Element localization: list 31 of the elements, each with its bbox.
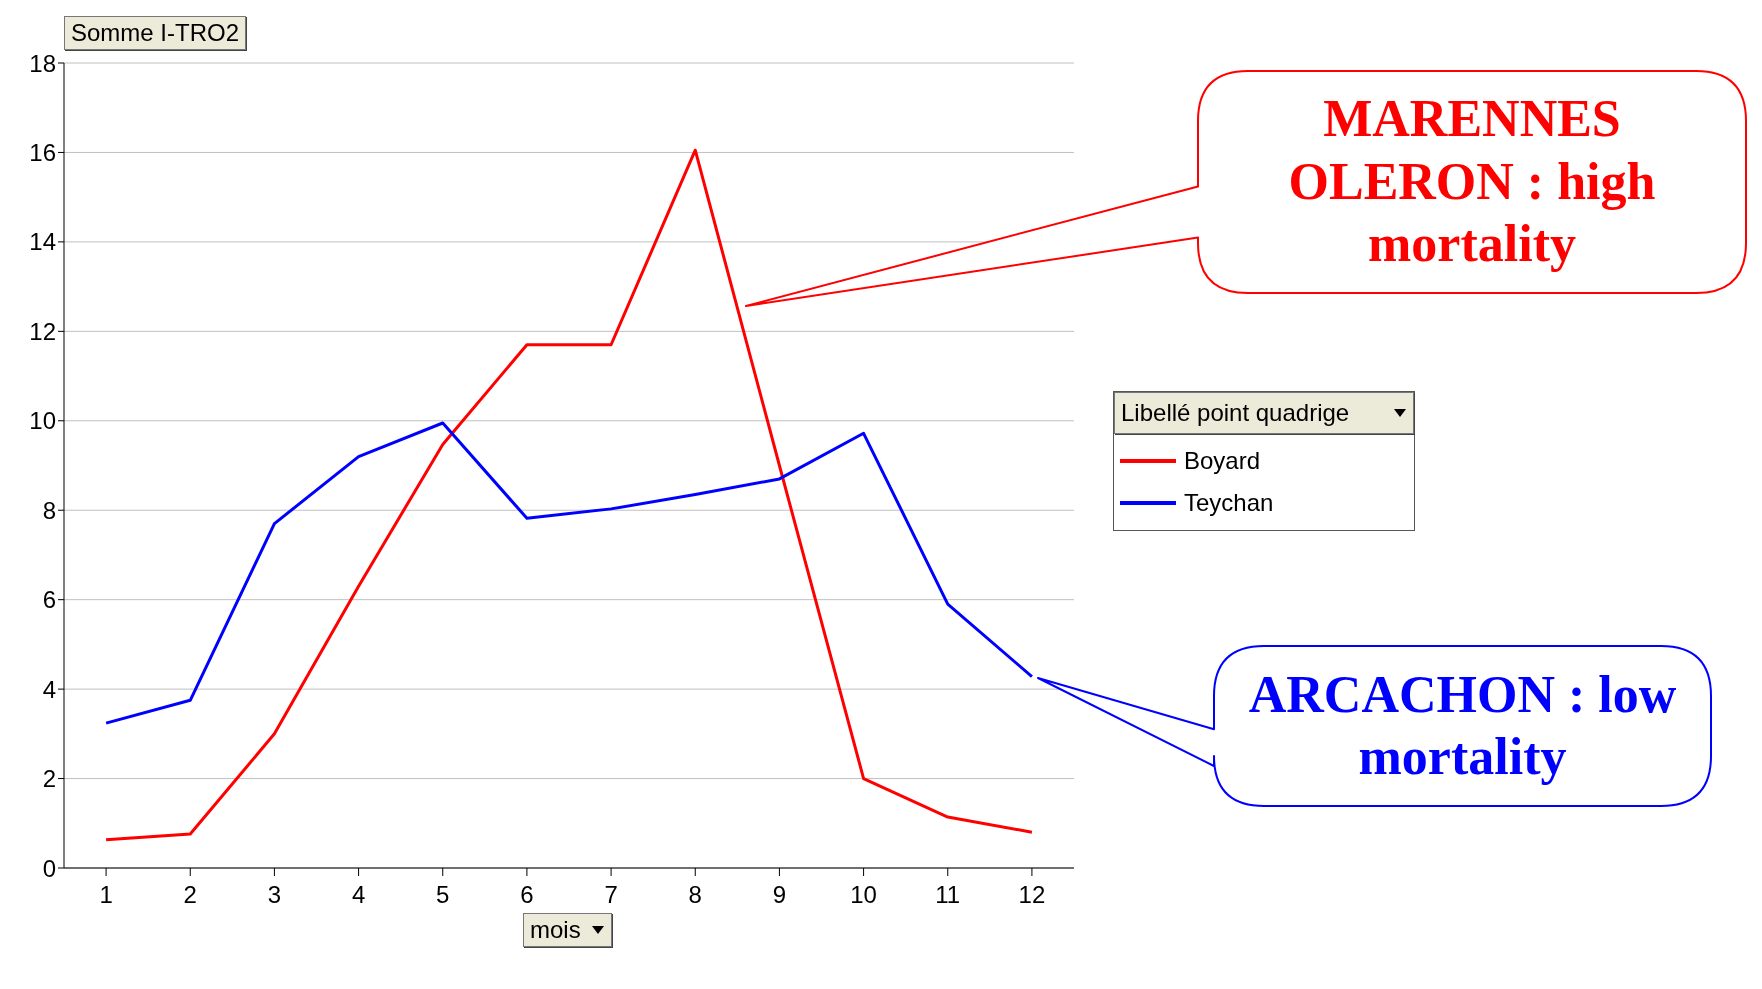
x-axis-title: mois — [523, 913, 612, 947]
text: MARENNES OLERON : high mortality — [1287, 89, 1657, 275]
x-tick-label: 6 — [520, 881, 534, 909]
y-tick-label: 6 — [42, 586, 56, 614]
x-tick-label: 2 — [183, 881, 197, 909]
y-tick-label: 2 — [42, 765, 56, 793]
y-tick-label: 16 — [29, 138, 56, 166]
y-tick-label: 10 — [29, 407, 56, 435]
x-tick-label: 11 — [935, 881, 961, 909]
y-tick-label: 4 — [42, 675, 56, 703]
text: ARCACHON : low mortality — [1247, 664, 1678, 787]
x-tick-label: 5 — [436, 881, 450, 909]
x-tick-label: 10 — [850, 881, 877, 909]
line-series — [104, 148, 1034, 842]
y-tick-label: 0 — [42, 854, 56, 882]
x-tick-label: 7 — [604, 881, 618, 909]
legend-label: Boyard — [1183, 446, 1262, 476]
legend-label: Teychan — [1183, 488, 1275, 518]
x-tick-label: 3 — [267, 881, 282, 909]
y-tick-label: 8 — [42, 496, 56, 524]
y-tick-label: 12 — [29, 317, 56, 345]
y-tick-label: 18 — [29, 49, 56, 77]
x-tick-label: 9 — [772, 881, 787, 909]
x-tick-label: 8 — [688, 881, 702, 909]
y-tick-label: 14 — [29, 228, 56, 256]
line-series — [104, 421, 1034, 725]
x-tick-label: 1 — [99, 881, 113, 909]
x-tick-label: 12 — [1018, 881, 1046, 909]
x-tick-label: 4 — [351, 881, 366, 909]
y-axis-title: Somme I-TRO2 — [64, 16, 247, 50]
legend-title: Libellé point quadrige — [1114, 392, 1414, 434]
